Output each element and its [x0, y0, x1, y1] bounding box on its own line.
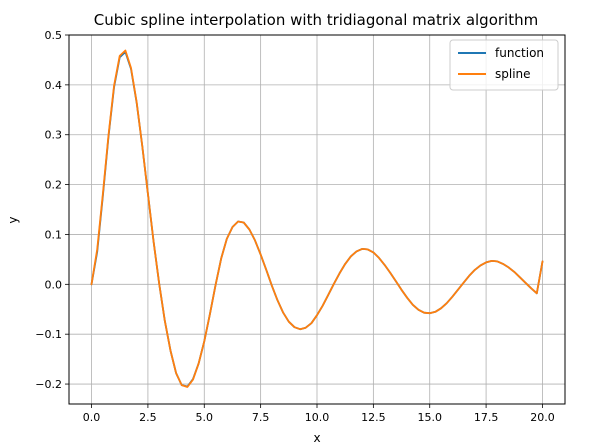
x-tick-label: 2.5	[139, 411, 157, 424]
y-tick-label: 0.3	[45, 129, 63, 142]
x-tick-label: 17.5	[474, 411, 499, 424]
x-tick-label: 20.0	[530, 411, 555, 424]
chart-title: Cubic spline interpolation with tridiago…	[94, 11, 538, 29]
y-axis-label: y	[6, 216, 20, 223]
series-line-spline	[90, 49, 544, 388]
x-tick-label: 12.5	[361, 411, 386, 424]
y-tick-label: 0.4	[45, 79, 63, 92]
grid	[69, 34, 565, 404]
legend-label-function: function	[495, 46, 544, 60]
y-tick-label: 0.2	[45, 179, 63, 192]
x-tick-label: 5.0	[196, 411, 214, 424]
y-tick-label: 0.5	[45, 29, 63, 42]
x-tick-label: 15.0	[417, 411, 442, 424]
x-axis-label: x	[313, 431, 320, 445]
ticks: 0.0 2.5 5.0 7.5 10.0 12.5 15.0 17.5 20.0 −0.2 −0.1…	[35, 29, 554, 424]
legend: function spline	[449, 39, 559, 91]
x-tick-label: 10.0	[305, 411, 330, 424]
y-tick-label: −0.1	[35, 328, 62, 341]
series-group	[90, 49, 544, 388]
y-tick-label: 0.1	[45, 228, 63, 241]
y-tick-label: −0.2	[35, 378, 62, 391]
y-tick-label: 0.0	[45, 278, 63, 291]
legend-label-spline: spline	[495, 67, 531, 81]
x-tick-label: 7.5	[252, 411, 270, 424]
x-tick-label: 0.0	[83, 411, 101, 424]
